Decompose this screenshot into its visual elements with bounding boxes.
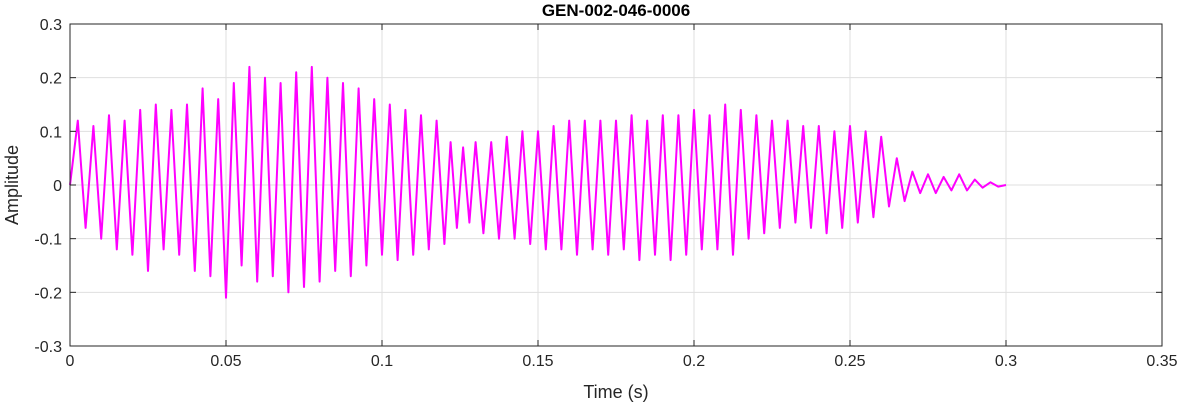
y-tick-label: 0.2: [40, 71, 62, 88]
x-tick-label: 0.2: [683, 353, 705, 370]
y-tick-label: 0: [53, 178, 62, 195]
y-tick-label: 0.3: [40, 17, 62, 34]
x-tick-label: 0.1: [371, 353, 393, 370]
y-axis-ticks: -0.3 -0.2 -0.1 0 0.1 0.2 0.3: [34, 17, 1162, 356]
y-tick-label: -0.1: [34, 232, 62, 249]
chart-title: GEN-002-046-0006: [542, 1, 690, 20]
y-axis-label: Amplitude: [2, 145, 22, 225]
x-tick-label: 0.05: [210, 353, 241, 370]
x-tick-label: 0: [66, 353, 75, 370]
y-tick-label: -0.2: [34, 285, 62, 302]
x-tick-label: 0.25: [834, 353, 865, 370]
x-tick-label: 0.15: [522, 353, 553, 370]
y-tick-label: -0.3: [34, 339, 62, 356]
x-axis-ticks: 0 0.05 0.1 0.15 0.2 0.25 0.3 0.35: [66, 24, 1178, 370]
x-tick-label: 0.35: [1146, 353, 1177, 370]
x-axis-label: Time (s): [583, 382, 648, 402]
y-tick-label: 0.1: [40, 124, 62, 141]
signal-waveform-line: [69, 65, 1007, 299]
x-tick-label: 0.3: [995, 353, 1017, 370]
